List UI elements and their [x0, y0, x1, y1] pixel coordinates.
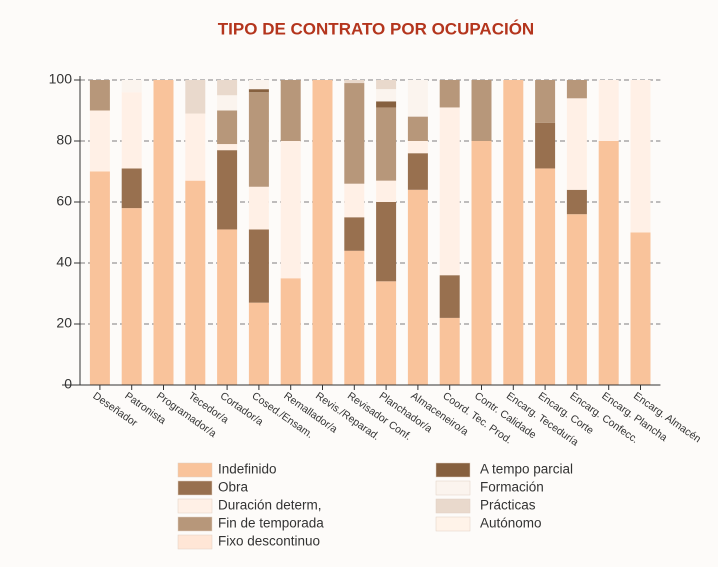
bar-segment [598, 141, 619, 385]
y-tick-label: 0 [64, 376, 72, 392]
bar-segment [89, 171, 110, 385]
legend-swatch [435, 516, 471, 532]
legend-label: Fixo descontinuo [218, 534, 320, 549]
bar-segment [280, 80, 301, 141]
legend-label: Fin de temporada [218, 516, 324, 531]
y-tick-label: 60 [56, 193, 72, 209]
y-tick-label: 40 [56, 254, 72, 270]
legend-swatch [177, 462, 213, 478]
legend-swatch [177, 516, 213, 532]
legend-swatch [177, 480, 213, 496]
legend-swatch [177, 534, 213, 550]
bar-segment [344, 80, 365, 84]
bar-segment [280, 278, 301, 385]
bar-segment [407, 141, 428, 154]
legend-swatch [435, 498, 471, 514]
bar-segment [121, 92, 142, 169]
bar-segment [344, 250, 365, 385]
bar-segment [630, 80, 651, 233]
bar-segment [248, 302, 269, 385]
bar-segment [566, 80, 587, 99]
bar-segment [471, 80, 492, 141]
bar-segment [566, 214, 587, 385]
bar-segment [535, 122, 556, 169]
legend-swatch [177, 498, 213, 514]
bar-segment [598, 80, 619, 141]
bar-segment [89, 110, 110, 172]
bar-segment [248, 80, 269, 90]
bar-segment [376, 281, 397, 385]
bar-segment [376, 80, 397, 90]
bar-segment [376, 107, 397, 181]
legend-label: A tempo parcial [480, 462, 573, 477]
bar-segment [566, 189, 587, 215]
y-tick-label: 20 [56, 315, 72, 331]
bar-segment [407, 153, 428, 190]
bar-segment [121, 208, 142, 385]
bar-segment [312, 80, 333, 385]
bar-segment [439, 80, 460, 108]
bar-segment [630, 232, 651, 385]
bar-segment [185, 80, 206, 114]
bar-segment [439, 275, 460, 318]
bar-segment [344, 183, 365, 218]
bar-segment [376, 101, 397, 108]
bar-segment [439, 317, 460, 385]
bar-segment [376, 180, 397, 202]
bar-segment [248, 186, 269, 230]
bar-segment [248, 92, 269, 187]
bar-segment [471, 141, 492, 385]
bar-segment [535, 168, 556, 385]
bar-segment [185, 113, 206, 181]
bar-segment [153, 80, 174, 385]
bar-segment [407, 189, 428, 385]
chart-title: TIPO DE CONTRATO POR OCUPACIÓN [218, 19, 534, 38]
bar-segment [439, 107, 460, 276]
bar-segment [248, 89, 269, 93]
bar-segment [344, 217, 365, 251]
legend-label: Duración determ, [218, 498, 322, 513]
legend-label: Indefinido [218, 462, 277, 477]
bar-segment [344, 83, 365, 184]
bar-segment [376, 202, 397, 282]
bar-segment [217, 80, 238, 96]
bar-segment [503, 80, 524, 385]
bar-segment [407, 116, 428, 141]
y-tick-label: 80 [56, 132, 72, 148]
bar-segment [217, 110, 238, 145]
bar-segment [407, 80, 428, 117]
bar-segment [566, 98, 587, 190]
bar-segment [89, 80, 110, 111]
bar-segment [376, 89, 397, 102]
bar-segment [217, 229, 238, 385]
bar-segment [248, 229, 269, 303]
bar-segment [217, 95, 238, 111]
bar-segment [217, 144, 238, 151]
legend-label: Prácticas [480, 498, 536, 513]
bar-segment [217, 150, 238, 230]
bar-segment [535, 80, 556, 123]
legend-swatch [435, 462, 471, 478]
bar-segment [185, 180, 206, 385]
y-tick-label: 100 [49, 71, 73, 87]
legend-swatch [435, 480, 471, 496]
bar-segment [121, 168, 142, 209]
legend-label: Autónomo [480, 516, 542, 531]
legend-label: Obra [218, 480, 249, 495]
bar-segment [280, 141, 301, 279]
bar-segment [121, 80, 142, 93]
legend-label: Formación [480, 480, 544, 495]
